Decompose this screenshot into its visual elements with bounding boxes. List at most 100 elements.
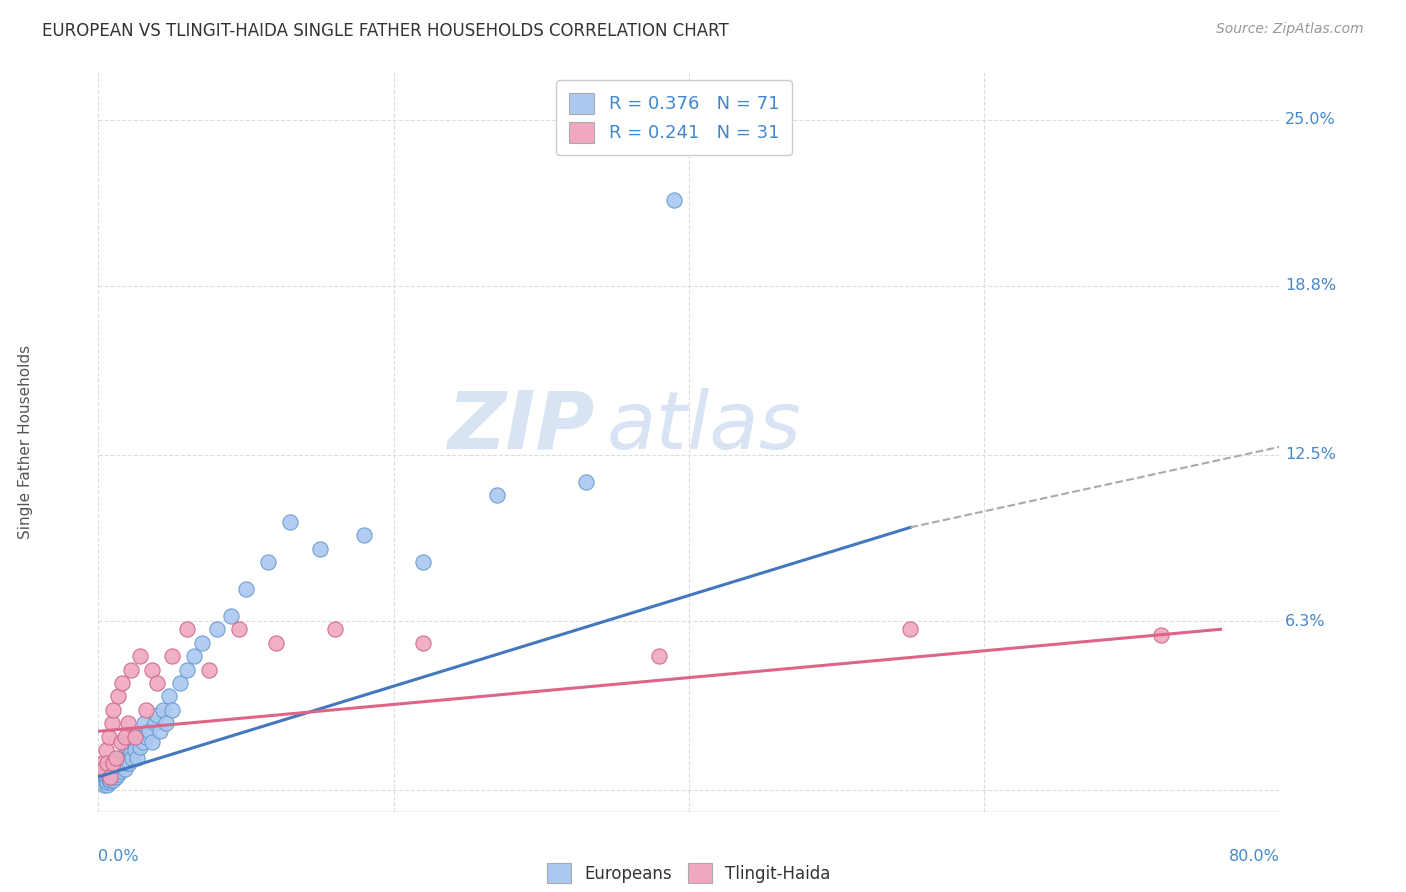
Point	[1150, 628, 1173, 642]
Point	[257, 555, 280, 569]
Point	[96, 756, 118, 771]
Point	[205, 623, 228, 637]
Point	[141, 663, 163, 677]
Point	[105, 759, 128, 773]
Point	[141, 735, 163, 749]
Point	[120, 746, 142, 760]
Point	[91, 775, 114, 789]
Point	[486, 488, 509, 502]
Point	[169, 676, 191, 690]
Point	[117, 716, 139, 731]
Point	[146, 708, 169, 723]
Point	[134, 716, 156, 731]
Point	[121, 751, 143, 765]
Point	[412, 555, 434, 569]
Point	[149, 724, 172, 739]
Point	[176, 623, 198, 637]
Point	[104, 767, 127, 781]
Point	[98, 770, 121, 784]
Point	[117, 751, 139, 765]
Point	[191, 636, 214, 650]
Point	[103, 703, 125, 717]
Point	[128, 740, 150, 755]
Point	[353, 528, 375, 542]
Point	[104, 762, 127, 776]
Point	[105, 770, 128, 784]
Point	[664, 193, 686, 207]
Point	[124, 730, 146, 744]
Point	[103, 762, 125, 776]
Point	[100, 716, 122, 731]
Point	[155, 716, 177, 731]
Point	[103, 756, 125, 771]
Point	[94, 743, 117, 757]
Point	[120, 663, 142, 677]
Text: 0.0%: 0.0%	[98, 849, 139, 864]
Point	[235, 582, 257, 596]
Point	[128, 649, 150, 664]
Point	[94, 772, 117, 787]
Text: Source: ZipAtlas.com: Source: ZipAtlas.com	[1216, 22, 1364, 37]
Text: 6.3%: 6.3%	[1285, 614, 1326, 629]
Point	[103, 770, 125, 784]
Point	[127, 730, 149, 744]
Point	[412, 636, 434, 650]
Point	[574, 475, 596, 489]
Point	[110, 751, 132, 765]
Point	[176, 663, 198, 677]
Text: atlas: atlas	[606, 388, 801, 466]
Point	[96, 778, 118, 792]
Point	[146, 676, 169, 690]
Point	[114, 762, 136, 776]
Point	[111, 676, 134, 690]
Point	[900, 623, 922, 637]
Legend: Europeans, Tlingit-Haida: Europeans, Tlingit-Haida	[537, 854, 841, 892]
Point	[97, 772, 120, 787]
Point	[117, 740, 139, 755]
Point	[110, 735, 132, 749]
Point	[118, 756, 141, 771]
Point	[122, 735, 145, 749]
Point	[103, 767, 125, 781]
Point	[96, 762, 118, 776]
Point	[114, 730, 136, 744]
Point	[93, 778, 115, 792]
Point	[108, 762, 131, 776]
Text: Single Father Households: Single Father Households	[18, 344, 32, 539]
Point	[107, 767, 129, 781]
Point	[103, 772, 125, 787]
Point	[98, 775, 121, 789]
Point	[162, 649, 183, 664]
Point	[107, 690, 129, 704]
Text: EUROPEAN VS TLINGIT-HAIDA SINGLE FATHER HOUSEHOLDS CORRELATION CHART: EUROPEAN VS TLINGIT-HAIDA SINGLE FATHER …	[42, 22, 728, 40]
Point	[91, 756, 114, 771]
Point	[323, 623, 346, 637]
Point	[115, 756, 138, 771]
Point	[114, 748, 136, 763]
Point	[98, 767, 121, 781]
Point	[111, 759, 134, 773]
Text: 12.5%: 12.5%	[1285, 448, 1336, 462]
Point	[135, 703, 157, 717]
Point	[105, 751, 128, 765]
Point	[98, 772, 121, 787]
Point	[648, 649, 671, 664]
Point	[228, 623, 250, 637]
Point	[97, 770, 120, 784]
Point	[103, 756, 125, 771]
Point	[110, 764, 132, 779]
Point	[132, 735, 155, 749]
Point	[112, 756, 135, 771]
Point	[183, 649, 205, 664]
Text: ZIP: ZIP	[447, 388, 595, 466]
Point	[93, 762, 115, 776]
Point	[100, 770, 122, 784]
Point	[96, 775, 118, 789]
Text: 80.0%: 80.0%	[1229, 849, 1279, 864]
Point	[309, 541, 332, 556]
Point	[94, 770, 117, 784]
Text: 18.8%: 18.8%	[1285, 278, 1337, 293]
Text: 25.0%: 25.0%	[1285, 112, 1336, 128]
Point	[124, 743, 146, 757]
Point	[100, 756, 122, 771]
